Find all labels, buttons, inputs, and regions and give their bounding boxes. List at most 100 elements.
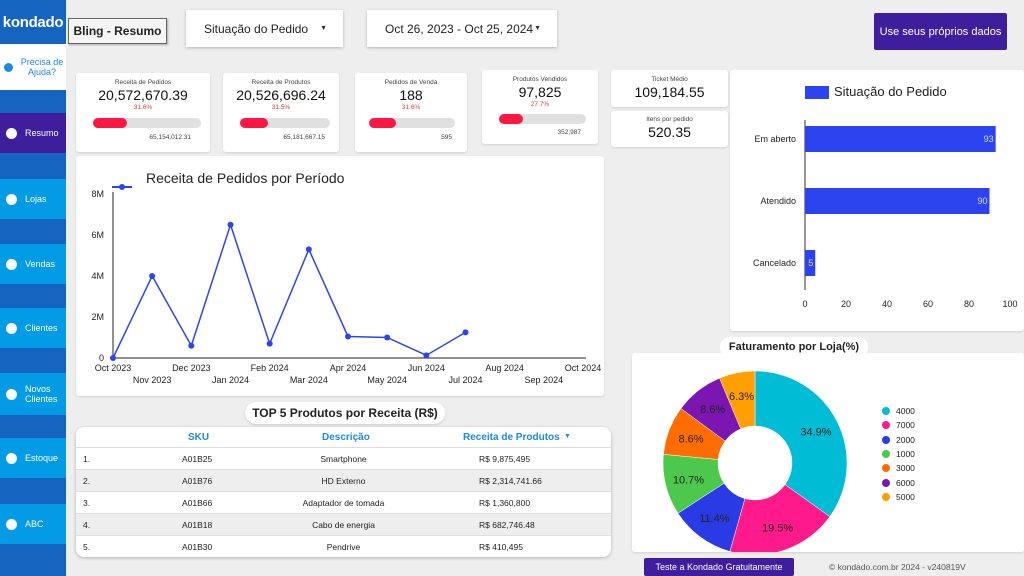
data-point[interactable] — [149, 273, 156, 279]
try-kondado-button[interactable]: Teste a Kondado Gratuitamente — [644, 558, 794, 576]
kpi-target: 595 — [441, 134, 452, 141]
legend-swatch-icon — [882, 464, 890, 473]
nav-dot-icon — [6, 127, 17, 139]
data-point[interactable] — [345, 333, 351, 340]
legend-item[interactable]: 4000 — [882, 406, 915, 416]
kondado-logo[interactable]: kondado — [0, 0, 66, 44]
data-point[interactable] — [188, 342, 195, 349]
kpi-label: Ticket Médio — [651, 76, 688, 83]
status-bar-chart: Em aberto 93 Atendido 90 Cancelado 5 0 20 40 60 80… — [753, 86, 1018, 309]
pie-slice[interactable] — [719, 370, 756, 430]
legend-label: 5000 — [896, 491, 915, 502]
kpi-progress-fill — [240, 118, 269, 128]
pie-slice-label: 34.9% — [800, 427, 831, 439]
row-revenue: R$ 1,360,800 — [479, 498, 531, 508]
y-tick-label: 6M — [91, 230, 104, 240]
x-tick-label: 40 — [882, 299, 892, 309]
help-link[interactable]: Precisa de Ajuda? — [0, 44, 66, 90]
kpi-card-pedidos-venda: Pedidos de Venda 188 31.6% 595 — [355, 73, 467, 152]
row-sku: A01B18 — [182, 520, 213, 530]
x-tick-label: Oct 2024 — [565, 363, 602, 373]
row-number: 3. — [83, 498, 91, 508]
legend-item[interactable]: 2000 — [882, 435, 915, 445]
pie-slice[interactable] — [754, 370, 848, 517]
row-number: 5. — [83, 542, 91, 552]
sidebar-item-clientes[interactable]: Clientes — [0, 308, 66, 348]
kpi-percent: 31.5% — [271, 104, 291, 111]
data-point[interactable] — [227, 221, 234, 228]
data-point[interactable] — [462, 329, 469, 336]
data-point[interactable] — [110, 355, 116, 361]
data-point[interactable] — [305, 246, 312, 253]
x-tick-label: Jan 2024 — [212, 375, 249, 385]
legend-label: 3000 — [896, 463, 915, 474]
pie-slice-label: 10.7% — [673, 474, 704, 486]
row-sku: A01B76 — [182, 476, 213, 486]
pie-slice[interactable] — [729, 484, 831, 552]
x-tick-label: 20 — [841, 299, 851, 309]
kpi-progress-fill — [93, 118, 128, 128]
legend-item[interactable]: 1000 — [882, 449, 915, 459]
line-chart: 0 2M 4M 6M 8M Oct 2023 Dec 2023 Feb 2024 Apr 202… — [91, 184, 602, 385]
sidebar-item-novos-clientes[interactable]: Novos Clientes — [0, 373, 66, 415]
nav-dot-icon — [6, 388, 17, 400]
sidebar: kondado Precisa de Ajuda? Resumo Lojas V… — [0, 0, 66, 576]
legend-swatch-icon — [882, 435, 890, 444]
sidebar-item-lojas[interactable]: Lojas — [0, 179, 66, 219]
bar-value-label: 93 — [984, 134, 994, 144]
sort-down-icon[interactable]: ▼ — [564, 433, 571, 440]
data-point[interactable] — [384, 334, 391, 341]
date-range-picker[interactable]: Oct 26, 2023 - Oct 25, 2024 ▼ — [367, 10, 557, 47]
legend-swatch-icon — [882, 407, 890, 415]
kpi-target: 65,181,667.15 — [283, 134, 325, 141]
row-sku: A01B25 — [182, 454, 213, 464]
caret-down-icon: ▼ — [534, 25, 541, 32]
pie-chart-title: Faturamento por Loja(%) — [720, 337, 868, 357]
kpi-progress-fill — [369, 118, 397, 128]
kpi-card-receita-pedidos: Receita de Pedidos 20,572,670.39 31.6% 6… — [76, 73, 210, 152]
data-point[interactable] — [266, 340, 273, 347]
bar-category-label: Em aberto — [754, 134, 796, 144]
kpi-value: 20,572,670.39 — [98, 87, 188, 103]
legend-item[interactable]: 5000 — [882, 492, 915, 502]
kpi-progress-bar — [369, 118, 455, 128]
kpi-percent: 31.6% — [133, 104, 153, 111]
legend-item[interactable]: 7000 — [882, 420, 915, 430]
data-point[interactable] — [423, 352, 430, 359]
x-tick-label: Mar 2024 — [290, 375, 328, 385]
nav-dot-icon — [6, 258, 17, 270]
nav-dot-icon — [6, 518, 17, 530]
bar-category-label: Atendido — [760, 196, 796, 206]
row-revenue: R$ 2,314,741.66 — [479, 476, 542, 486]
x-tick-label: Oct 2023 — [95, 363, 132, 373]
copyright-text: © kondado.com.br 2024 - v240819V — [829, 562, 966, 572]
kpi-label: Receita de Pedidos — [114, 79, 172, 86]
row-description: Pendrive — [326, 542, 361, 552]
row-description: Cabo de energia — [312, 520, 375, 530]
header-descricao[interactable]: Descrição — [322, 432, 370, 443]
status-filter-dropdown[interactable]: Situação do Pedido ▼ — [186, 10, 343, 47]
row-number: 2. — [83, 476, 91, 486]
row-description: Adaptador de tomada — [302, 498, 385, 508]
kpi-progress-bar — [240, 118, 330, 128]
bar[interactable] — [805, 126, 996, 152]
sidebar-item-resumo[interactable]: Resumo — [0, 113, 66, 153]
header-sku[interactable]: SKU — [188, 432, 210, 443]
bar[interactable] — [805, 250, 816, 276]
sidebar-item-vendas[interactable]: Vendas — [0, 244, 66, 284]
y-tick-label: 8M — [91, 189, 104, 199]
kpi-label: Receita de Produtos — [251, 79, 311, 86]
kpi-progress-bar — [93, 118, 201, 128]
legend-swatch-icon — [882, 478, 890, 487]
x-tick-label: Jul 2024 — [448, 375, 482, 385]
legend-item[interactable]: 6000 — [882, 478, 915, 488]
sidebar-item-abc[interactable]: ABC — [0, 504, 66, 544]
use-own-data-button[interactable]: Use seus próprios dados — [874, 13, 1007, 50]
bar[interactable] — [805, 188, 990, 214]
sidebar-item-estoque[interactable]: Estoque — [0, 438, 66, 478]
legend-label: 1000 — [896, 448, 915, 459]
legend-dot-icon — [119, 184, 125, 190]
line-chart-card — [76, 156, 604, 396]
header-receita[interactable]: Receita de Produtos — [463, 432, 560, 443]
legend-item[interactable]: 3000 — [882, 463, 915, 473]
